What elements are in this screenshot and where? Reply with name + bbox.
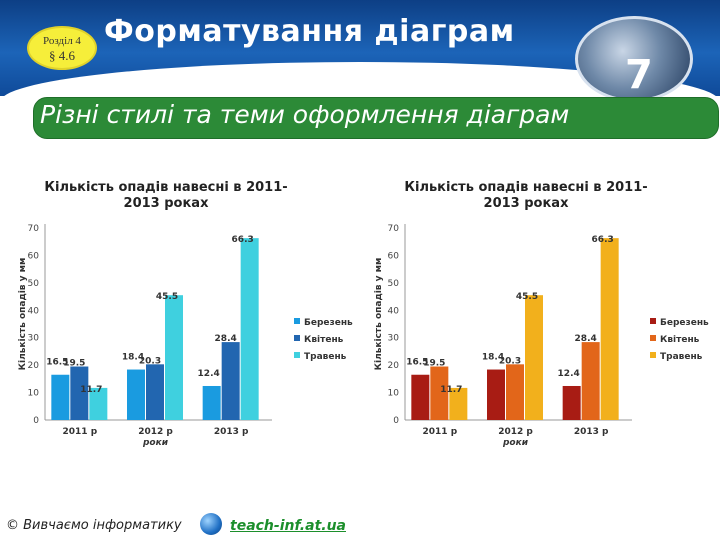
x-tick-label: 2011 р (423, 427, 458, 437)
data-label: 19.5 (423, 359, 445, 369)
data-label: 16.5 (46, 358, 68, 368)
footer-site-link[interactable]: teach-inf.at.ua (230, 518, 346, 534)
y-tick-label: 20 (388, 361, 400, 371)
y-tick-label: 40 (388, 306, 400, 316)
bar (70, 366, 89, 420)
x-tick-label: 2012 р (138, 427, 173, 437)
data-label: 20.3 (139, 356, 161, 366)
legend-swatch (294, 352, 300, 358)
legend-swatch (650, 335, 656, 341)
chart-plot: 0 10 20 30 40 50 60 70 Кількість опадів у мм 16.5… (17, 224, 353, 448)
chart-right: Кількість опадів навесні в 2011-2013 рок… (360, 180, 720, 460)
y-tick-label: 70 (388, 224, 400, 234)
bar (430, 366, 449, 420)
bar (202, 385, 221, 420)
y-tick-label: 10 (388, 389, 400, 399)
data-label: 18.4 (482, 353, 504, 363)
data-label: 66.3 (232, 235, 254, 245)
y-tick-label: 0 (33, 416, 39, 426)
y-tick-label: 30 (388, 334, 400, 344)
badge-paragraph: § 4.6 (49, 48, 75, 63)
legend-label: Квітень (660, 334, 700, 345)
bar (525, 295, 543, 420)
data-label: 18.4 (122, 353, 144, 363)
chart-plot: 0 10 20 30 40 50 60 70 Кількість опадів у мм 16.5… (373, 224, 709, 448)
chart-left: Кількість опадів навесні в 2011-2013 рок… (0, 180, 360, 460)
data-label: 11.7 (440, 385, 462, 395)
y-tick-label: 50 (28, 279, 40, 289)
y-axis-label: Кількість опадів у мм (373, 258, 384, 371)
data-label: 28.4 (215, 334, 237, 344)
bar (411, 374, 430, 420)
data-label: 12.4 (198, 369, 220, 379)
y-tick-label: 10 (28, 389, 40, 399)
subtitle-bar (33, 97, 719, 139)
y-tick-label: 20 (28, 361, 40, 371)
bar (146, 364, 164, 420)
footer-copyright: © Вивчаємо інформатику (6, 518, 182, 533)
bar (487, 369, 505, 420)
data-label: 12.4 (558, 369, 580, 379)
y-tick-label: 70 (28, 224, 40, 234)
x-tick-label: 2013 р (574, 427, 609, 437)
data-label: 19.5 (63, 359, 85, 369)
y-tick-label: 30 (28, 334, 40, 344)
x-tick-label: 2012 р (498, 427, 533, 437)
data-label: 45.5 (156, 292, 178, 302)
bar (127, 369, 145, 420)
slide-subtitle: Різні стилі та теми оформлення діаграм (40, 100, 570, 129)
legend-label: Травень (304, 352, 347, 362)
chart-title: Кількість опадів навесні в 2011-2013 рок… (404, 180, 648, 211)
data-label: 66.3 (592, 235, 614, 245)
section-badge: Розділ 4 § 4.6 (27, 26, 97, 70)
page-title: Форматування діаграм (104, 14, 515, 49)
y-tick-label: 50 (388, 279, 400, 289)
y-tick-label: 40 (28, 306, 40, 316)
bar (506, 364, 524, 420)
bar (581, 342, 600, 420)
data-label: 45.5 (516, 292, 538, 302)
legend-label: Травень (660, 352, 703, 362)
x-tick-label: 2011 р (63, 427, 98, 437)
data-label: 28.4 (575, 334, 597, 344)
y-tick-label: 60 (388, 251, 400, 261)
bar (600, 238, 619, 420)
bar (240, 238, 259, 420)
legend-swatch (294, 335, 300, 341)
y-axis-label: Кількість опадів у мм (17, 258, 28, 371)
bar (89, 387, 108, 420)
chart-title: Кількість опадів навесні в 2011-2013 рок… (44, 180, 288, 211)
legend-swatch (294, 318, 300, 324)
logo-number: 7 (625, 52, 653, 98)
data-label: 11.7 (80, 385, 102, 395)
bar (165, 295, 183, 420)
badge-chapter: Розділ 4 (43, 35, 81, 47)
legend-label: Квітень (304, 334, 344, 345)
legend-label: Березень (304, 318, 353, 328)
bar (562, 385, 581, 420)
y-tick-label: 0 (393, 416, 399, 426)
legend-label: Березень (660, 318, 709, 328)
x-axis-label: роки (502, 438, 529, 448)
legend-swatch (650, 318, 656, 324)
x-axis-label: роки (142, 438, 169, 448)
bar (51, 374, 70, 420)
legend-swatch (650, 352, 656, 358)
x-tick-label: 2013 р (214, 427, 249, 437)
bar (221, 342, 240, 420)
bar (449, 387, 468, 420)
y-tick-label: 60 (28, 251, 40, 261)
globe-icon (200, 513, 222, 535)
data-label: 20.3 (499, 356, 521, 366)
data-label: 16.5 (406, 358, 428, 368)
